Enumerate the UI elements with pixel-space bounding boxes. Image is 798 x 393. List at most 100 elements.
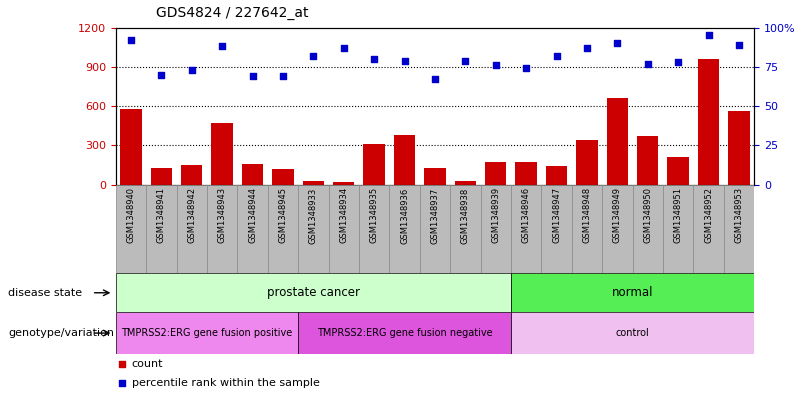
Point [246,73,259,79]
Bar [389,185,420,273]
Bar [211,123,233,185]
Point [519,65,532,72]
Bar [116,185,146,273]
Text: count: count [132,358,163,369]
Text: GSM1348944: GSM1348944 [248,187,257,243]
Bar [450,185,480,273]
Text: GDS4824 / 227642_at: GDS4824 / 227642_at [156,6,308,20]
Point [642,61,654,67]
Point [116,360,128,367]
Bar [120,109,141,185]
Bar [516,162,537,185]
Text: GSM1348945: GSM1348945 [279,187,287,243]
Bar [394,135,415,185]
Bar [363,144,385,185]
Bar [455,181,476,185]
Text: GSM1348947: GSM1348947 [552,187,561,244]
Text: TMPRSS2:ERG gene fusion negative: TMPRSS2:ERG gene fusion negative [317,328,492,338]
Text: GSM1348941: GSM1348941 [157,187,166,243]
Point [611,40,624,46]
Bar [602,185,633,273]
Bar [116,273,511,312]
Bar [207,185,237,273]
Text: normal: normal [612,286,654,299]
Bar [546,166,567,185]
Point [398,57,411,64]
Point [368,56,381,62]
Bar [667,156,689,185]
Text: GSM1348948: GSM1348948 [583,187,591,244]
Text: percentile rank within the sample: percentile rank within the sample [132,378,319,388]
Bar [511,312,754,354]
Bar [698,59,719,185]
Text: GSM1348934: GSM1348934 [339,187,348,244]
Point [459,57,472,64]
Bar [267,185,298,273]
Text: TMPRSS2:ERG gene fusion positive: TMPRSS2:ERG gene fusion positive [121,328,293,338]
Point [116,380,128,386]
Text: prostate cancer: prostate cancer [267,286,360,299]
Bar [329,185,359,273]
Bar [425,168,445,185]
Bar [541,185,571,273]
Text: GSM1348951: GSM1348951 [674,187,682,243]
Text: GSM1348935: GSM1348935 [369,187,378,244]
Point [702,32,715,39]
Bar [298,312,511,354]
Text: GSM1348937: GSM1348937 [430,187,440,244]
Bar [242,164,263,185]
Bar [480,185,511,273]
Bar [729,111,749,185]
Bar [237,185,267,273]
Point [672,59,685,65]
Text: GSM1348942: GSM1348942 [188,187,196,243]
Text: disease state: disease state [8,288,82,298]
Text: GSM1348939: GSM1348939 [492,187,500,244]
Text: genotype/variation: genotype/variation [8,328,114,338]
Bar [116,312,298,354]
Point [338,45,350,51]
Bar [333,182,354,185]
Bar [633,185,663,273]
Text: GSM1348933: GSM1348933 [309,187,318,244]
Bar [637,136,658,185]
Bar [298,185,329,273]
Bar [693,185,724,273]
Bar [571,185,602,273]
Point [185,67,198,73]
Bar [151,168,172,185]
Point [155,72,168,78]
Point [124,37,137,43]
Bar [146,185,176,273]
Text: GSM1348950: GSM1348950 [643,187,652,243]
Point [307,53,320,59]
Point [733,42,745,48]
Text: GSM1348940: GSM1348940 [126,187,136,243]
Bar [511,273,754,312]
Point [277,73,290,79]
Text: GSM1348943: GSM1348943 [218,187,227,244]
Text: GSM1348936: GSM1348936 [400,187,409,244]
Bar [272,169,294,185]
Point [580,45,593,51]
Point [215,43,228,50]
Text: GSM1348949: GSM1348949 [613,187,622,243]
Bar [359,185,389,273]
Text: GSM1348952: GSM1348952 [704,187,713,243]
Bar [420,185,450,273]
Bar [176,185,207,273]
Bar [724,185,754,273]
Point [550,53,563,59]
Text: control: control [615,328,650,338]
Text: GSM1348946: GSM1348946 [522,187,531,244]
Point [429,76,441,83]
Bar [576,140,598,185]
Bar [606,98,628,185]
Bar [511,185,541,273]
Bar [485,162,507,185]
Bar [663,185,693,273]
Bar [181,165,203,185]
Point [489,62,502,68]
Bar [302,181,324,185]
Text: GSM1348953: GSM1348953 [734,187,744,244]
